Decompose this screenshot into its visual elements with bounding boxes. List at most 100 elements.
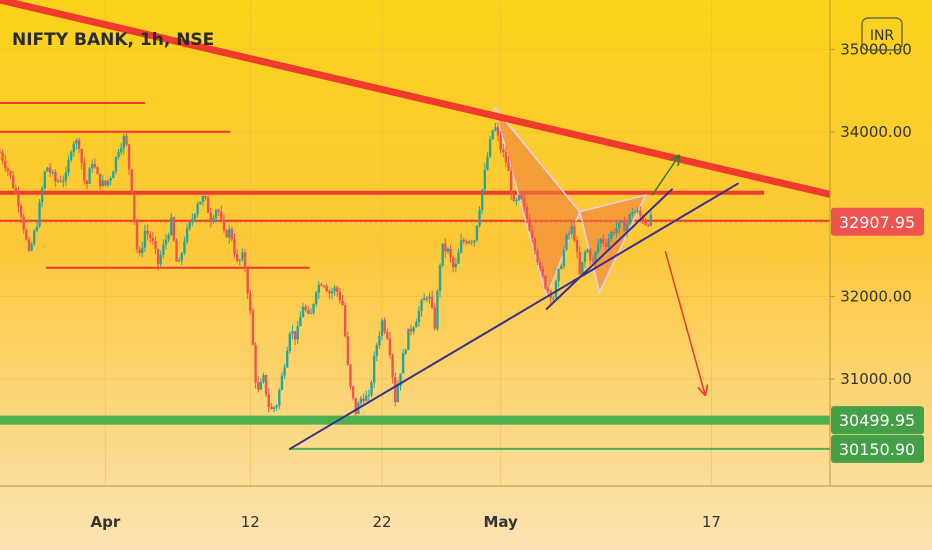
candle-body: [380, 320, 384, 337]
candle-body: [589, 249, 592, 261]
candle-body: [283, 367, 286, 376]
candle-body: [291, 331, 294, 334]
candle-body: [649, 214, 653, 226]
candle-body: [280, 375, 284, 390]
candle-body: [199, 201, 202, 205]
candle-body: [91, 164, 94, 169]
trend-line: [288, 182, 739, 450]
candle-body: [415, 321, 418, 328]
candle-body: [109, 178, 112, 181]
candle-body: [257, 382, 260, 390]
candle-body: [22, 216, 25, 231]
candle-body: [365, 395, 368, 401]
candle-body: [523, 198, 526, 207]
candle-body: [243, 252, 247, 269]
candle-body: [125, 136, 128, 145]
horizontal-levels: [0, 101, 830, 450]
candle-body: [85, 180, 89, 184]
candle-body: [544, 275, 547, 289]
candle-body: [338, 291, 342, 301]
candle-body: [322, 285, 326, 287]
candle-body: [35, 226, 39, 231]
candle-body: [156, 248, 160, 265]
candle-body: [546, 288, 550, 291]
candle-body: [557, 268, 560, 282]
candle-body: [48, 167, 52, 173]
candle-body: [246, 268, 249, 294]
candle-body: [43, 171, 46, 189]
candle-body: [565, 234, 568, 250]
candle-body: [446, 248, 450, 252]
candle-body: [457, 252, 460, 264]
candle-body: [631, 212, 634, 215]
candle-body: [130, 169, 133, 194]
candle-body: [106, 180, 110, 186]
candle-body: [1, 152, 4, 161]
candle-body: [138, 249, 141, 253]
candle-body: [212, 218, 215, 222]
candle-body: [164, 239, 168, 245]
candle-body: [135, 221, 139, 250]
candle-body: [594, 251, 597, 262]
candle-body: [11, 175, 15, 188]
candle-body: [570, 226, 573, 234]
price-tag-box: [831, 434, 924, 463]
projection-arrows: [651, 157, 705, 394]
candle-body: [33, 230, 36, 244]
candle-body: [428, 296, 431, 299]
candle-body: [528, 218, 531, 231]
candle-body: [552, 297, 555, 299]
candle-body: [40, 188, 44, 203]
candle-body: [575, 240, 579, 252]
candle-body: [220, 211, 223, 220]
trend-line: [0, 0, 830, 198]
price-tag-label: 32907.95: [839, 213, 915, 232]
candle-body: [6, 168, 10, 171]
candle-body: [296, 326, 299, 340]
candle-body: [56, 180, 60, 182]
candle-body: [383, 320, 386, 332]
candle-body: [333, 287, 336, 292]
candle-body: [351, 386, 355, 398]
candle-body: [436, 291, 439, 329]
candle-body: [502, 149, 505, 153]
plot-area: [0, 0, 830, 450]
candle-body: [430, 296, 434, 308]
candle-body: [317, 284, 321, 293]
candle-body: [341, 300, 344, 306]
candle-body: [417, 310, 421, 322]
candle-body: [217, 209, 220, 212]
candle-body: [151, 238, 155, 241]
price-tick-label: 34000.00: [840, 123, 912, 141]
candle-body: [259, 381, 263, 390]
price-tag-label: 30499.95: [839, 411, 915, 430]
candle-body: [554, 281, 558, 298]
candle-body: [349, 364, 352, 387]
candle-body: [183, 241, 186, 254]
candle-body: [122, 136, 126, 149]
candle-body: [362, 398, 365, 401]
candle-body: [578, 251, 581, 275]
candle-body: [225, 230, 228, 238]
candle-body: [538, 262, 542, 268]
candle-body: [596, 243, 600, 252]
candle-body: [409, 328, 413, 332]
candle-body: [64, 172, 68, 181]
candle-body: [46, 167, 49, 172]
price-tags: 32907.95 30499.95 30150.90: [831, 207, 924, 463]
candle-body: [133, 193, 136, 222]
trend-line: [545, 188, 673, 310]
candle-body: [343, 305, 347, 337]
candle-body: [75, 140, 78, 144]
candle-body: [62, 180, 65, 182]
candle-body: [599, 239, 602, 244]
candle-body: [644, 221, 647, 225]
candle-body: [473, 240, 476, 243]
candle-body: [275, 405, 278, 408]
candle-body: [77, 140, 81, 150]
candle-body: [19, 206, 23, 217]
candle-body: [69, 152, 73, 160]
candle-body: [180, 253, 184, 261]
currency-button[interactable]: INR: [861, 17, 903, 51]
